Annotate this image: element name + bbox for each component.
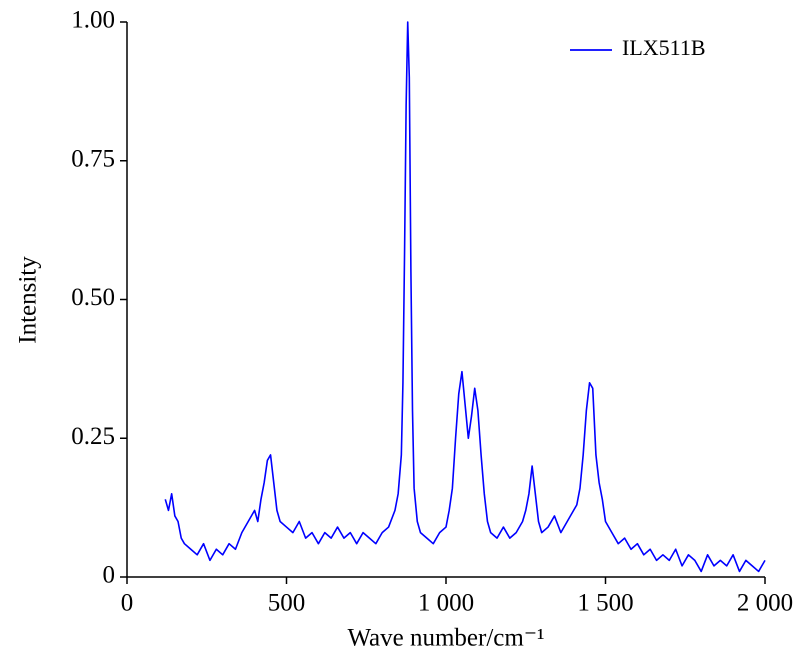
y-tick-label: 0.75: [71, 145, 115, 172]
y-tick-label: 1.00: [71, 7, 115, 34]
y-tick-label: 0.50: [71, 284, 115, 311]
x-tick-label: 500: [268, 590, 306, 617]
x-tick-label: 2 000: [737, 590, 793, 617]
x-tick-label: 1 500: [577, 590, 633, 617]
x-axis-label: Wave number/cm⁻¹: [347, 625, 544, 652]
legend-label: ILX511B: [622, 35, 706, 60]
y-tick-label: 0: [103, 562, 116, 589]
y-axis-label: Intensity: [15, 256, 42, 344]
x-tick-label: 1 000: [418, 590, 474, 617]
y-tick-label: 0.25: [71, 423, 115, 450]
x-tick-label: 0: [121, 590, 134, 617]
series-line: [164, 21, 766, 573]
